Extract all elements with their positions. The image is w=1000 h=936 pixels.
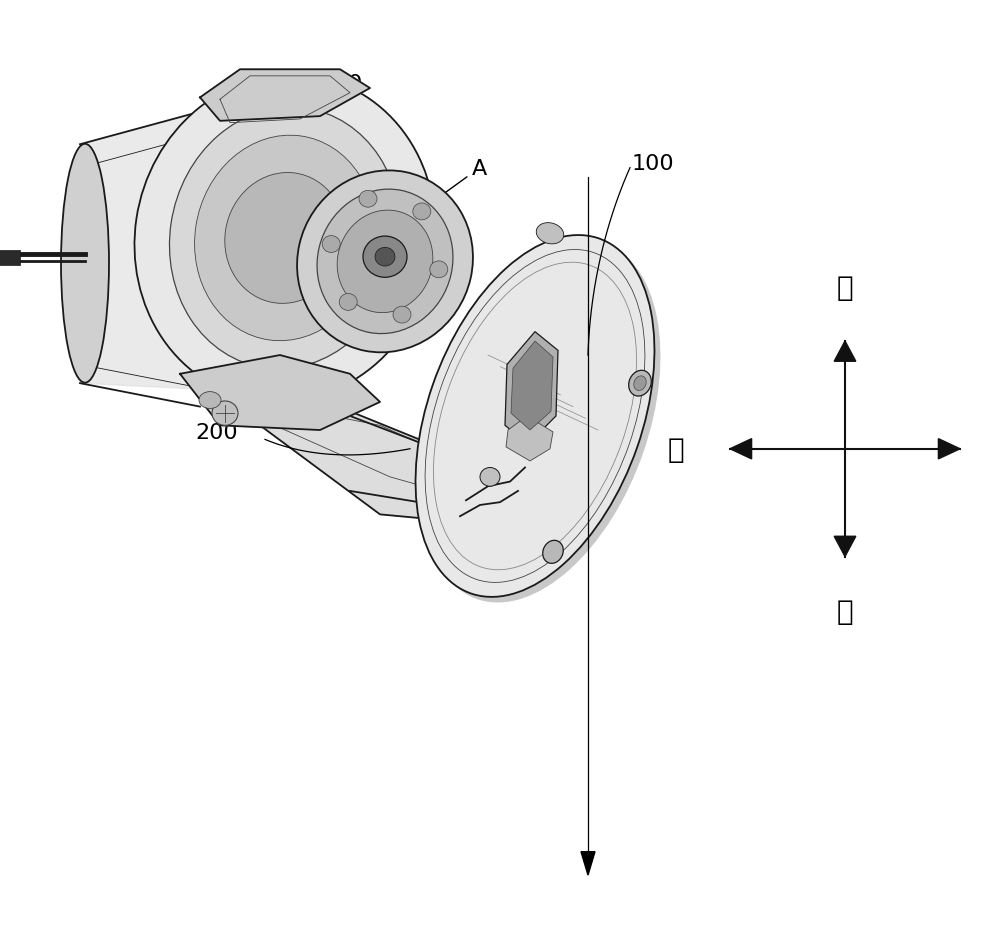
Circle shape (375, 248, 395, 267)
Ellipse shape (169, 108, 401, 370)
Circle shape (363, 237, 407, 278)
Bar (0, 251, 20, 266)
Ellipse shape (422, 241, 660, 603)
Ellipse shape (225, 173, 345, 304)
Ellipse shape (317, 190, 453, 334)
Ellipse shape (134, 75, 436, 402)
Ellipse shape (536, 224, 564, 244)
Circle shape (339, 294, 357, 311)
Polygon shape (581, 852, 595, 875)
Ellipse shape (61, 145, 109, 384)
Ellipse shape (195, 136, 375, 342)
Polygon shape (80, 94, 270, 393)
Circle shape (393, 307, 411, 324)
Polygon shape (180, 356, 380, 431)
Text: 上: 上 (837, 273, 853, 301)
Text: 200: 200 (195, 422, 238, 443)
Polygon shape (220, 379, 520, 524)
Ellipse shape (337, 211, 433, 314)
Polygon shape (505, 332, 558, 445)
Ellipse shape (629, 371, 651, 397)
Circle shape (430, 262, 448, 279)
Polygon shape (730, 439, 752, 460)
Circle shape (212, 402, 238, 426)
Text: 20: 20 (393, 233, 473, 271)
Ellipse shape (634, 376, 646, 391)
Text: 100: 100 (632, 154, 675, 174)
Circle shape (322, 236, 340, 253)
Text: 10: 10 (268, 74, 363, 95)
Circle shape (359, 191, 377, 208)
Text: A: A (419, 158, 487, 212)
Text: 前: 前 (667, 435, 684, 463)
Ellipse shape (543, 541, 563, 563)
Polygon shape (511, 342, 553, 431)
Text: 下: 下 (837, 597, 853, 625)
Polygon shape (200, 70, 370, 122)
Polygon shape (834, 536, 856, 557)
Polygon shape (506, 417, 553, 461)
Circle shape (413, 204, 431, 221)
Ellipse shape (199, 392, 221, 409)
Ellipse shape (297, 171, 473, 353)
Polygon shape (834, 342, 856, 362)
Circle shape (480, 468, 500, 487)
Ellipse shape (416, 236, 654, 597)
Polygon shape (938, 439, 960, 460)
